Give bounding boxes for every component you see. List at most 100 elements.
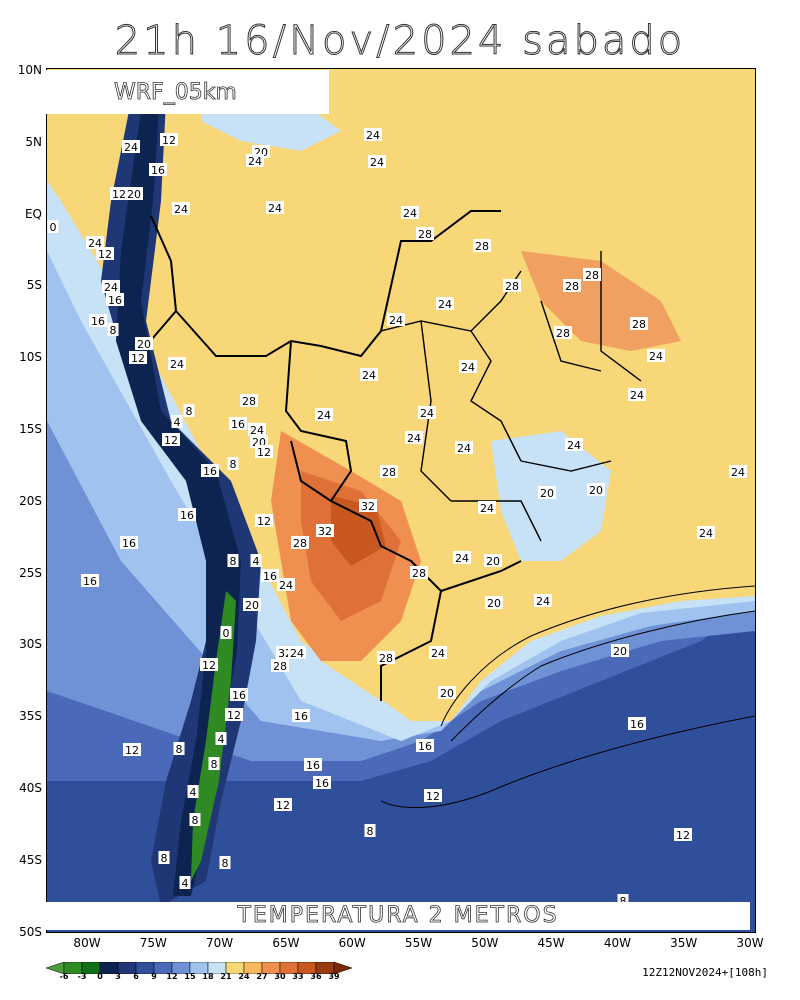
- contour-label: 4: [215, 732, 227, 746]
- contour-label: 12: [110, 187, 128, 201]
- contour-label-text: 12: [676, 829, 690, 842]
- contour-label: 24: [288, 646, 306, 660]
- contour-label-text: 28: [475, 240, 489, 253]
- contour-label-text: 28: [585, 269, 599, 282]
- contour-label: 12: [424, 789, 442, 803]
- colorbar-tick-label: 6: [133, 972, 139, 981]
- contour-label-text: 16: [231, 418, 245, 431]
- map-title: 21h 16/Nov/2024 sabado: [114, 18, 686, 65]
- contour-label-text: 24: [455, 552, 469, 565]
- contour-label: 16: [229, 417, 247, 431]
- contour-label: 16: [120, 536, 138, 550]
- contour-label-text: 16: [306, 759, 320, 772]
- contour-label-text: 16: [232, 689, 246, 702]
- contour-label-text: 24: [174, 203, 188, 216]
- model-label: WRF_05km: [46, 70, 329, 114]
- contour-label: 24: [246, 154, 264, 168]
- contour-label-text: 16: [418, 740, 432, 753]
- contour-label-text: 8: [186, 405, 193, 418]
- contour-label: 12: [225, 708, 243, 722]
- contour-label-text: 12: [426, 790, 440, 803]
- contour-label-text: 16: [263, 570, 277, 583]
- contour-label-text: 12: [164, 434, 178, 447]
- contour-label: 24: [429, 646, 447, 660]
- colorbar-tick-label: 0: [97, 972, 103, 981]
- contour-label-text: 28: [632, 318, 646, 331]
- lat-label-10n: 10N: [17, 63, 42, 77]
- contour-label: 24: [729, 465, 747, 479]
- contour-label-text: 24: [370, 156, 384, 169]
- contour-label-text: 20: [486, 555, 500, 568]
- lat-label-5s: 5S: [26, 278, 42, 293]
- contour-label-text: 20: [137, 338, 151, 351]
- lon-label-30w: 30W: [736, 936, 764, 950]
- temperature-map: 12 24 16 12 20 24 24 12 24 16 16 8 20 12 24 24 20 24 24 24 2…: [46, 68, 756, 933]
- contour-label: 28: [554, 326, 572, 340]
- contour-label: 16: [313, 776, 331, 790]
- colorbar-tick-label: -6: [59, 972, 69, 981]
- contour-label: 24: [168, 357, 186, 371]
- contour-label-text: 28: [242, 395, 256, 408]
- contour-label: 8: [158, 851, 170, 865]
- contour-label-text: 8: [192, 814, 199, 827]
- contour-label-text: 8: [620, 895, 627, 908]
- contour-label: 24: [387, 313, 405, 327]
- contour-label: 16: [201, 464, 219, 478]
- contour-label-text: 16: [91, 315, 105, 328]
- contour-label: 8: [208, 757, 220, 771]
- contour-label-text: 20: [440, 687, 454, 700]
- contour-label: 20: [611, 644, 629, 658]
- contour-label: 8: [227, 554, 239, 568]
- contour-label-text: 4: [253, 555, 260, 568]
- contour-label: 24: [405, 431, 423, 445]
- contour-label: 4: [250, 554, 262, 568]
- contour-label: 24: [266, 201, 284, 215]
- contour-label: 4: [171, 415, 183, 429]
- contour-label-text: 20: [540, 487, 554, 500]
- contour-label: 12: [274, 798, 292, 812]
- contour-label: 8: [173, 742, 185, 756]
- run-info: 12Z12NOV2024+[108h]: [642, 966, 768, 979]
- colorbar-tick-label: 33: [292, 972, 304, 981]
- contour-label: 16: [292, 709, 310, 723]
- contour-label: 8: [617, 894, 629, 908]
- contour-label: 0: [220, 626, 232, 640]
- lat-label-20s: 20S: [19, 493, 42, 508]
- lon-label-70w: 70W: [206, 936, 234, 950]
- contour-label-text: 16: [315, 777, 329, 790]
- contour-label: 28: [416, 227, 434, 241]
- contour-label-text: 24: [431, 647, 445, 660]
- contour-label: 24: [368, 155, 386, 169]
- lon-label-45w: 45W: [537, 936, 565, 950]
- contour-label-text: 16: [122, 537, 136, 550]
- contour-label-text: 20: [589, 484, 603, 497]
- contour-label: 24: [360, 368, 378, 382]
- contour-label: 28: [410, 566, 428, 580]
- colorbar-tick-label: 39: [328, 972, 340, 981]
- contour-label: 28: [583, 268, 601, 282]
- contour-label-text: 0: [223, 627, 230, 640]
- contour-label-text: 12: [98, 248, 112, 261]
- contour-label-text: 8: [161, 852, 168, 865]
- lon-label-50w: 50W: [471, 936, 499, 950]
- contour-label-text: 20: [127, 188, 141, 201]
- contour-label: 20: [484, 554, 502, 568]
- contour-label-text: 12: [276, 799, 290, 812]
- contour-label: 20: [243, 598, 261, 612]
- colorbar-tick-label: 27: [256, 972, 268, 981]
- lat-label-45s: 45S: [19, 852, 42, 867]
- contour-label: 16: [149, 163, 167, 177]
- contour-label-text: 12: [112, 188, 126, 201]
- contour-label-text: 28: [273, 660, 287, 673]
- lat-label-50s: 50S: [19, 924, 42, 939]
- contour-label-text: 24: [731, 466, 745, 479]
- contour-label: 24: [401, 206, 419, 220]
- contour-label-text: 8: [211, 758, 218, 771]
- contour-label-text: 28: [379, 652, 393, 665]
- contour-label-text: 8: [222, 857, 229, 870]
- contour-label: 16: [89, 314, 107, 328]
- contour-label: 24: [122, 140, 140, 154]
- contour-label-text: 12: [131, 352, 145, 365]
- contour-label-text: 32: [361, 500, 375, 513]
